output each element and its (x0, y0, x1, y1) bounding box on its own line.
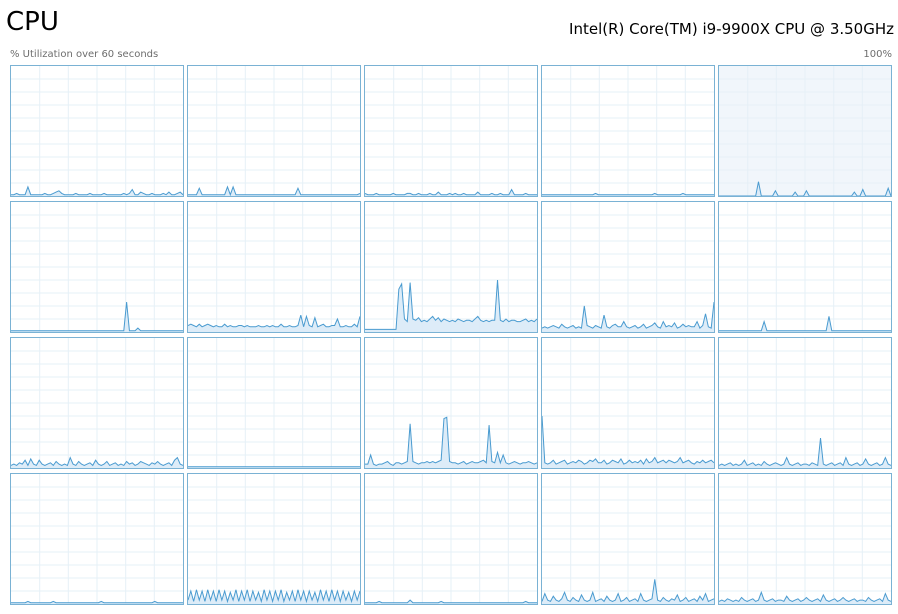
utilization-line (542, 579, 714, 603)
cpu-graph-plot (719, 202, 891, 332)
cpu-graph-plot (542, 202, 714, 332)
cpu-graph[interactable] (364, 201, 538, 333)
cpu-graph[interactable] (718, 201, 892, 333)
cpu-graph[interactable] (10, 473, 184, 605)
cpu-graph[interactable] (10, 201, 184, 333)
utilization-area (542, 302, 714, 332)
cpu-graph[interactable] (187, 201, 361, 333)
utilization-area (365, 189, 537, 196)
utilization-area (719, 438, 891, 468)
cpu-graph[interactable] (541, 473, 715, 605)
cpu-graph[interactable] (10, 337, 184, 469)
cpu-graph-plot (542, 474, 714, 604)
cpu-graph[interactable] (541, 65, 715, 197)
utilization-line (542, 415, 714, 466)
utilization-line (719, 438, 891, 467)
cpu-graph-plot (188, 338, 360, 468)
cpu-graph[interactable] (187, 473, 361, 605)
cpu-graph-plot (11, 202, 183, 332)
cpu-graph[interactable] (541, 337, 715, 469)
cpu-graph[interactable] (364, 65, 538, 197)
utilization-line (365, 188, 537, 196)
cpu-graph-plot (542, 338, 714, 468)
utilization-line (365, 279, 537, 330)
cpu-graph[interactable] (187, 65, 361, 197)
page-title: CPU (6, 7, 59, 37)
cpu-graph[interactable] (10, 65, 184, 197)
utilization-line (11, 600, 183, 604)
cpu-graph[interactable] (187, 337, 361, 469)
utilization-line (188, 185, 360, 196)
cpu-graph-plot (188, 66, 360, 196)
logical-processor-grid (10, 65, 892, 605)
utilization-line (542, 302, 714, 329)
utilization-line (719, 316, 891, 332)
cpu-graph[interactable] (718, 473, 892, 605)
utilization-label: % Utilization over 60 seconds (10, 49, 159, 60)
utilization-line (365, 599, 537, 604)
cpu-graph-plot (365, 202, 537, 332)
cpu-graph-plot (11, 66, 183, 196)
cpu-graph[interactable] (718, 337, 892, 469)
cpu-name: Intel(R) Core(TM) i9-9900X CPU @ 3.50GHz (569, 20, 894, 38)
cpu-graph[interactable] (541, 201, 715, 333)
cpu-graph-plot (719, 66, 891, 196)
utilization-line (11, 302, 183, 332)
cpu-graph[interactable] (364, 337, 538, 469)
utilization-area (188, 315, 360, 332)
utilization-line (11, 456, 183, 467)
cpu-graph[interactable] (364, 473, 538, 605)
utilization-line (188, 589, 360, 604)
cpu-graph-plot (188, 474, 360, 604)
utilization-max-label: 100% (863, 49, 892, 60)
cpu-graph-plot (365, 474, 537, 604)
cpu-graph-plot (365, 338, 537, 468)
cpu-graph-plot (365, 66, 537, 196)
utilization-line (542, 192, 714, 196)
utilization-line (719, 590, 891, 603)
utilization-line (11, 185, 183, 196)
utilization-line (365, 416, 537, 466)
cpu-graph-plot (542, 66, 714, 196)
utilization-line (188, 314, 360, 328)
utilization-area (11, 186, 183, 196)
cpu-graph-plot (11, 338, 183, 468)
cpu-graph-plot (719, 338, 891, 468)
cpu-graph-plot (188, 202, 360, 332)
cpu-graph-plot (11, 474, 183, 604)
cpu-graph-plot (719, 474, 891, 604)
utilization-area (365, 280, 537, 332)
cpu-graph[interactable] (718, 65, 892, 197)
utilization-line (719, 181, 891, 196)
